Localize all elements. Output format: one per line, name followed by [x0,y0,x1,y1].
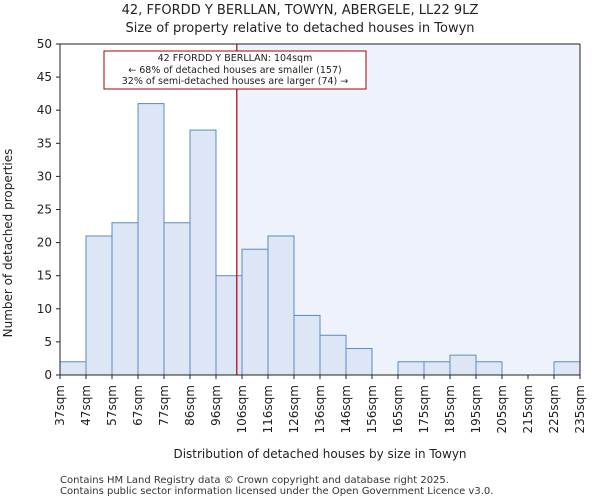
bar-175sqm [423,361,451,376]
bar-136sqm [319,334,347,376]
x-tick-label: 116sqm [261,385,275,433]
footer-line-1: Contains HM Land Registry data © Crown c… [60,475,449,486]
bar-57sqm [111,222,139,376]
x-tick-label: 175sqm [417,385,431,433]
bar-96sqm [215,275,243,376]
x-tick-label: 47sqm [79,385,93,426]
bar-185sqm [449,354,477,376]
y-tick-label: 20 [37,236,52,250]
bar-67sqm [137,103,165,376]
x-axis-label: Distribution of detached houses by size … [173,447,466,461]
x-tick-label: 67sqm [131,385,145,426]
y-tick-label: 15 [37,269,52,283]
annotation-line-1: 42 FFORDD Y BERLLAN: 104sqm [158,53,313,64]
x-tick-label: 195sqm [469,385,483,433]
bar-116sqm [267,235,295,376]
x-tick-label: 215sqm [521,385,535,433]
x-tick-label: 225sqm [547,385,561,433]
annotation-line-3: 32% of semi-detached houses are larger (… [122,76,349,87]
y-ticks: 0 5 10 15 20 25 30 35 40 45 50 [37,37,60,382]
bar-77sqm [163,222,191,376]
x-tick-label: 77sqm [157,385,171,426]
bar-106sqm [241,248,269,376]
y-tick-label: 30 [37,169,52,183]
x-tick-label: 165sqm [391,385,405,433]
x-tick-label: 57sqm [105,385,119,426]
y-tick-label: 0 [44,368,52,382]
chart-subtitle: Size of property relative to detached ho… [125,21,474,36]
bar-47sqm [85,235,113,376]
y-tick-label: 10 [37,302,52,316]
x-tick-label: 205sqm [495,385,509,433]
bar-195sqm [475,361,503,376]
x-tick-label: 156sqm [365,385,379,433]
y-tick-label: 40 [37,103,52,117]
chart-title: 42, FFORDD Y BERLLAN, TOWYN, ABERGELE, L… [122,3,479,18]
annotation-border [103,50,367,90]
y-tick-label: 35 [37,136,52,150]
bar-126sqm [293,314,321,376]
bar-37sqm [59,361,87,376]
y-tick-label: 25 [37,203,52,217]
annotation-line-2: ← 68% of detached houses are smaller (15… [128,65,341,76]
x-tick-label: 37sqm [53,385,67,426]
bar-86sqm [189,129,217,376]
y-tick-label: 50 [37,37,52,51]
annotation-box: 42 FFORDD Y BERLLAN: 104sqm ← 68% of det… [103,50,367,90]
bar-225sqm [553,361,581,376]
x-tick-label: 96sqm [209,385,223,426]
x-tick-label: 126sqm [287,385,301,433]
y-tick-label: 5 [44,335,52,349]
footer-line-2: Contains public sector information licen… [60,486,493,497]
y-tick-label: 45 [37,70,52,84]
y-axis-label: Number of detached properties [1,149,15,338]
x-tick-label: 185sqm [443,385,457,433]
bar-146sqm [345,348,373,376]
bar-165sqm [397,361,425,376]
x-tick-label: 146sqm [339,385,353,433]
bars-group [59,103,581,376]
x-tick-label: 106sqm [235,385,249,433]
x-tick-label: 235sqm [573,385,587,433]
x-tick-label: 86sqm [183,385,197,426]
x-tick-label: 136sqm [313,385,327,433]
x-ticks: 37sqm 47sqm 57sqm 67sqm 77sqm 86sqm 96sqm 106sq… [53,375,587,433]
